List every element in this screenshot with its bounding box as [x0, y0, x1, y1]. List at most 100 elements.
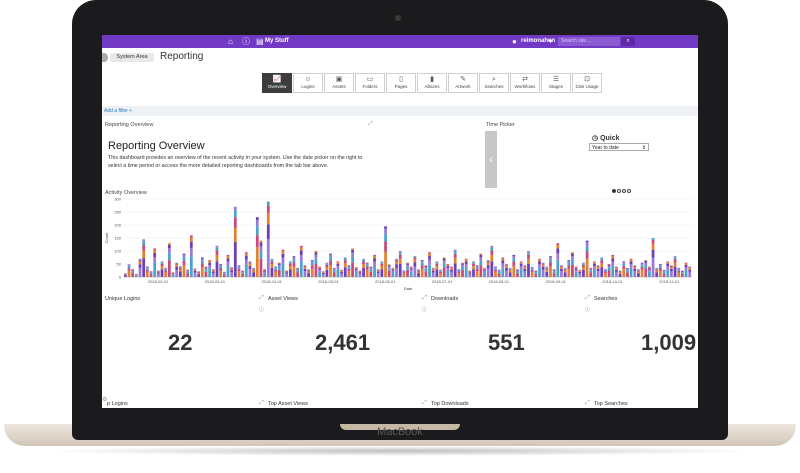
expand-icon[interactable]: ⤢: [259, 295, 264, 301]
bar-segment: [226, 256, 230, 259]
quick-label: Quick: [600, 135, 620, 142]
bar-segment: [450, 269, 453, 272]
bar-segment: [336, 266, 340, 270]
bar-segment: [373, 254, 376, 257]
bar-segment: [131, 273, 135, 277]
bar-segment: [197, 271, 201, 273]
bar-segment: [560, 268, 563, 272]
bar-segment: [336, 261, 340, 263]
bar-segment: [365, 269, 369, 277]
bar-segment: [538, 259, 541, 262]
info-icon[interactable]: ⓘ: [585, 307, 591, 313]
bar-segment: [479, 265, 483, 277]
bar-segment: [615, 271, 618, 277]
bar-segment: [156, 271, 160, 273]
bar-segment: [175, 269, 179, 277]
help-icon[interactable]: ⓘ: [242, 37, 250, 46]
bar-segment: [648, 266, 651, 268]
bar-segment: [589, 270, 593, 273]
bar-segment: [248, 263, 252, 267]
bar-segment: [615, 267, 618, 269]
carousel-dot[interactable]: [617, 189, 621, 193]
tab-stages[interactable]: ☰ Stages: [541, 73, 571, 93]
info-icon[interactable]: ⓘ: [259, 307, 265, 313]
bar-segment: [453, 251, 457, 254]
bar-segment: [571, 256, 574, 260]
my-stuff-link[interactable]: My Stuff: [265, 38, 289, 44]
bar-segment: [552, 270, 556, 272]
bar-segment: [596, 271, 600, 277]
bar-segment: [486, 262, 490, 266]
search-button[interactable]: ⌕: [621, 37, 635, 46]
bar-segment: [244, 253, 248, 257]
bar-segment: [340, 270, 343, 271]
bar-segment: [391, 270, 395, 273]
bar-segment: [637, 273, 640, 277]
expand-icon[interactable]: ⤢: [585, 295, 590, 301]
search-input[interactable]: Search site...: [558, 37, 620, 46]
y-tick-label: 200: [114, 223, 121, 228]
expand-icon[interactable]: ⤢: [368, 121, 373, 127]
bar-segment: [244, 264, 248, 277]
bar-segment: [252, 270, 256, 273]
bar-segment: [651, 257, 655, 277]
bar-segment: [233, 227, 237, 242]
tab-albums[interactable]: ▮ Albums: [417, 73, 447, 93]
carousel-dot[interactable]: [622, 189, 626, 193]
info-icon[interactable]: ⓘ: [422, 307, 428, 313]
tab-pages[interactable]: ▯ Pages: [386, 73, 416, 93]
album-icon: ▮: [430, 76, 434, 83]
tab-folders[interactable]: ▭ Folders: [355, 73, 385, 93]
bar-segment: [369, 269, 373, 272]
bar-segment: [607, 270, 611, 277]
expand-icon[interactable]: ⤢: [422, 400, 427, 406]
time-picker-label: Time Picker: [486, 122, 515, 128]
bar-segment: [131, 270, 135, 272]
carousel-dot[interactable]: [612, 189, 616, 193]
tab-searches[interactable]: ⌕ Searches: [479, 73, 509, 93]
bar-segment: [538, 261, 541, 265]
carousel-dot[interactable]: [627, 189, 631, 193]
home-icon[interactable]: ⌂: [228, 37, 233, 46]
tab-disk-usage[interactable]: ⊡ Disk Usage: [572, 73, 602, 93]
time-range-select[interactable]: Year to date ⇕: [589, 143, 649, 151]
bar-segment: [516, 271, 519, 274]
tab-overview[interactable]: 📈 Overview: [262, 73, 292, 93]
add-filter-link[interactable]: Add a filter +: [104, 108, 133, 114]
bar-segment: [376, 269, 380, 271]
bar-segment: [666, 269, 670, 277]
bar-segment: [648, 268, 651, 270]
tab-assets[interactable]: ▣ Assets: [324, 73, 354, 93]
bar-segment: [259, 258, 263, 277]
breadcrumb-system-area[interactable]: System Area: [110, 53, 154, 62]
expand-icon[interactable]: ⤢: [585, 400, 590, 406]
bar-segment: [127, 264, 131, 266]
bar-segment: [138, 264, 142, 268]
breadcrumb-home[interactable]: [102, 53, 108, 62]
time-picker-prev-button[interactable]: ‹: [485, 131, 497, 188]
bar-segment: [347, 268, 351, 272]
expand-icon[interactable]: ⤢: [259, 400, 264, 406]
bar-segment: [395, 267, 398, 277]
expand-icon[interactable]: ⤢: [422, 295, 427, 301]
bar-segment: [519, 266, 523, 270]
bar-segment: [178, 266, 182, 268]
bar-segment: [164, 268, 168, 270]
bar-segment: [589, 268, 593, 270]
y-tick-label: 150: [114, 236, 121, 241]
bar-segment: [519, 261, 523, 263]
tab-artwork[interactable]: ✎ Artwork: [448, 73, 478, 93]
tab-workflows[interactable]: ⇄ Workflows: [510, 73, 540, 93]
user-menu-caret-icon[interactable]: ▾: [549, 39, 553, 45]
bar-segment: [292, 257, 296, 260]
tab-logins[interactable]: ☺ Logins: [293, 73, 323, 93]
bar-segment: [384, 226, 387, 229]
settings-icon[interactable]: ⚙: [102, 397, 108, 403]
user-menu[interactable]: reimonahen: [521, 38, 556, 44]
bar-segment: [472, 263, 475, 267]
bar-segment: [142, 239, 146, 242]
bar-segment: [468, 270, 472, 272]
metric-value-downloads: 551: [488, 330, 525, 355]
camera: [395, 15, 401, 21]
bar-segment: [314, 264, 318, 277]
